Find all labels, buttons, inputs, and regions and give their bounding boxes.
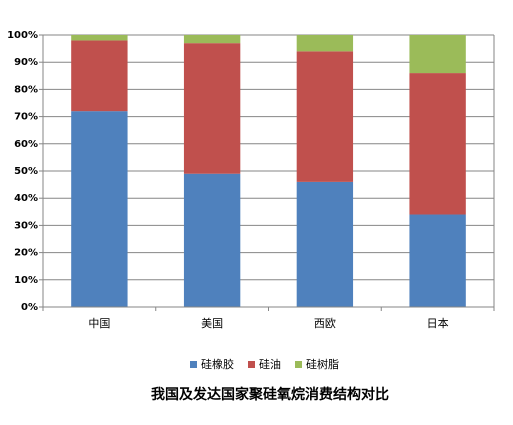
y-tick-label: 30% bbox=[14, 220, 38, 231]
bar-segment bbox=[71, 35, 128, 41]
legend-label: 硅油 bbox=[259, 357, 281, 371]
legend-label: 硅树脂 bbox=[306, 357, 339, 371]
chart-title: 我国及发达国家聚硅氧烷消费结构对比 bbox=[151, 386, 389, 403]
legend-swatch bbox=[248, 361, 255, 368]
bar-segment bbox=[409, 214, 466, 307]
y-tick-label: 100% bbox=[7, 30, 38, 41]
y-tick-label: 40% bbox=[14, 193, 38, 204]
bar-segment bbox=[409, 73, 466, 215]
y-tick-label: 90% bbox=[14, 57, 38, 68]
legend-label: 硅橡胶 bbox=[201, 357, 234, 371]
y-tick-label: 70% bbox=[14, 112, 38, 123]
bar-segment bbox=[409, 35, 466, 74]
bar-segment bbox=[183, 35, 241, 44]
bar-segment bbox=[71, 40, 128, 112]
y-tick-label: 0% bbox=[21, 302, 38, 313]
bar-segment bbox=[296, 181, 354, 307]
bar-segment bbox=[71, 111, 128, 307]
y-tick-label: 60% bbox=[14, 139, 38, 150]
bar-segment bbox=[296, 51, 354, 182]
bar-segment bbox=[183, 173, 241, 307]
x-tick-label: 中国 bbox=[88, 317, 110, 330]
x-tick-label: 美国 bbox=[201, 317, 223, 330]
y-tick-label: 20% bbox=[14, 248, 38, 259]
x-tick-label: 西欧 bbox=[314, 317, 336, 330]
y-tick-label: 50% bbox=[14, 166, 38, 177]
y-tick-label: 10% bbox=[14, 275, 38, 286]
x-tick-label: 日本 bbox=[427, 316, 449, 330]
legend-swatch bbox=[295, 361, 302, 368]
y-tick-label: 80% bbox=[14, 84, 38, 95]
bar-segment bbox=[183, 43, 241, 174]
legend-swatch bbox=[190, 361, 197, 368]
bar-segment bbox=[296, 35, 354, 52]
